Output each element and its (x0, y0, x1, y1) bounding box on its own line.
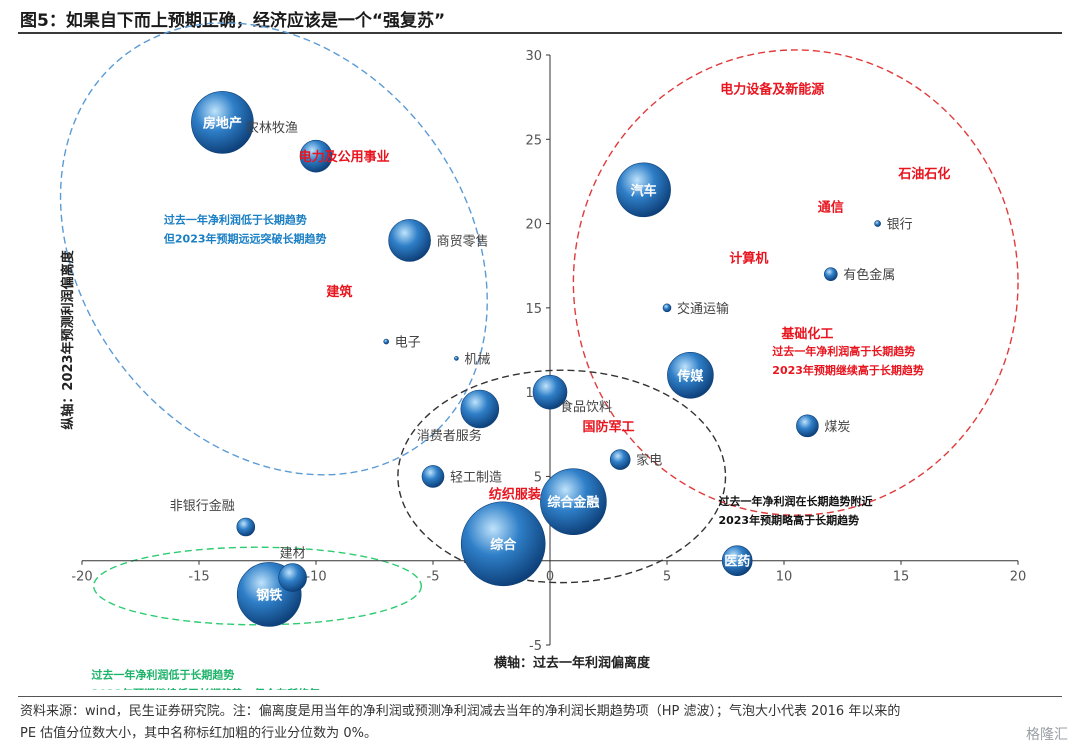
label-传媒: 传媒 (676, 368, 704, 384)
bubble-有色金属 (823, 267, 838, 281)
bubble-交通运输 (662, 303, 672, 313)
label-钢铁: 钢铁 (256, 587, 282, 603)
label-食品饮料: 食品饮料 (560, 399, 612, 415)
source-note-line-2: PE 估值分位数大小，其中名称标红加粗的行业分位数为 0%。 (20, 726, 377, 741)
y-tick-label: 25 (525, 133, 542, 148)
bubble-轻工制造 (421, 465, 445, 488)
label-商贸零售: 商贸零售 (437, 233, 489, 249)
label-计算机: 计算机 (729, 250, 768, 266)
label-非银行金融: 非银行金融 (170, 498, 235, 514)
x-tick-label: -15 (188, 570, 209, 585)
region-ellipses (59, 22, 1019, 626)
x-tick-label: 20 (1010, 570, 1027, 585)
label-建筑: 建筑 (326, 284, 352, 300)
bubble-银行 (874, 220, 881, 227)
bubble-农林牧渔 (299, 139, 333, 173)
bubble-综合金融 (540, 468, 607, 536)
region-ellipse-center (397, 369, 727, 584)
label-有色金属: 有色金属 (843, 267, 895, 283)
label-机械: 机械 (464, 352, 490, 367)
source-note-line-1: 资料来源：wind，民生证券研究院。注：偏离度是用当年的净利润或预测净利润减去当… (20, 704, 901, 719)
x-tick-label: -10 (305, 570, 326, 585)
point-labels: 房地产 农林牧渔电力及公用事业商贸零售建筑电子机械食品饮料消费者服务轻工制造纺织服… (170, 82, 951, 604)
label-家电: 家电 (636, 453, 662, 469)
y-axis-title: 纵轴：2023年预测利润偏离度 (60, 249, 76, 429)
label-国防军工: 国防军工 (582, 419, 634, 435)
bubbles (191, 91, 881, 627)
label-交通运输: 交通运输 (677, 301, 729, 317)
bubble-综合 (460, 501, 546, 587)
annotation-1-line-2: 但2023年预期远远突破长期趋势 (163, 232, 327, 246)
bubble-消费者服务 (460, 389, 500, 429)
source-note: 资料来源：wind，民生证券研究院。注：偏离度是用当年的净利润或预测净利润减去当… (20, 701, 1060, 745)
x-axis-title: 横轴：过去一年利润偏离度 (494, 655, 651, 671)
bubble-医药 (721, 545, 753, 577)
bubble-家电 (609, 449, 631, 470)
bubble-机械 (454, 356, 459, 361)
label-轻工制造: 轻工制造 (450, 470, 502, 485)
bubble-商贸零售 (388, 219, 431, 262)
label-综合金融: 综合金融 (547, 495, 599, 511)
label-银行: 银行 (887, 218, 913, 233)
region-ellipse-upper-left (59, 22, 488, 476)
label-电力及公用事业: 电力及公用事业 (299, 149, 390, 165)
label-基础化工: 基础化工 (780, 326, 833, 342)
y-tick-label: 15 (525, 302, 542, 317)
x-tick-label: -5 (427, 570, 440, 585)
y-tick-label: -5 (529, 639, 542, 654)
x-tick-label: -20 (71, 570, 92, 585)
x-tick-label: 0 (546, 570, 554, 585)
x-tick-label: 5 (663, 570, 671, 585)
footer-divider (18, 696, 1062, 697)
bubble-汽车 (616, 162, 671, 218)
label-农林牧渔: 农林牧渔 (246, 121, 298, 136)
label-消费者服务: 消费者服务 (417, 428, 482, 444)
label-电子: 电子 (395, 336, 421, 351)
bubble-建材 (278, 563, 307, 592)
y-tick-label: 30 (525, 49, 542, 64)
annotation-2-line-1: 过去一年净利润高于长期趋势 (772, 344, 915, 358)
x-tick-label: 15 (893, 570, 910, 585)
label-汽车: 汽车 (631, 183, 657, 199)
annotation-4-line-2: 2023年预期继续低于长期趋势，但会有所修复 (91, 687, 321, 690)
annotation-4-line-1: 过去一年净利润低于长期趋势 (91, 668, 234, 682)
bubble-房地产 (191, 91, 254, 154)
bubble-食品饮料 (532, 374, 568, 410)
label-纺织服装: 纺织服装 (489, 486, 541, 502)
region-ellipse-upper-right (572, 49, 1019, 516)
label-煤炭: 煤炭 (824, 420, 850, 435)
annotation-3-line-2: 2023年预期略高于长期趋势 (718, 513, 859, 527)
y-tick-label: 20 (525, 218, 542, 233)
bubble-煤炭 (796, 414, 819, 438)
bubble-传媒 (667, 351, 714, 399)
annotation-2-line-2: 2023年预期继续高于长期趋势 (772, 363, 924, 377)
annotation-1-line-1: 过去一年净利润低于长期趋势 (164, 213, 307, 227)
watermark-logo: 格隆汇 (1026, 727, 1068, 743)
y-tick-label: 5 (534, 470, 542, 485)
figure-title: 图5：如果自下而上预期正确，经济应该是一个“强复苏” (20, 11, 446, 31)
annotation-3-line-1: 过去一年净利润在长期趋势附近 (718, 494, 872, 508)
bubble-电子 (383, 338, 390, 345)
label-综合: 综合 (490, 537, 517, 553)
label-医药: 医药 (724, 554, 750, 570)
region-ellipse-lower-left (92, 546, 423, 626)
title-divider (18, 32, 1062, 34)
region-annotations: 过去一年净利润低于长期趋势但2023年预期远远突破长期趋势过去一年净利润高于长期… (91, 213, 924, 690)
bubble-非银行金融 (236, 517, 256, 537)
label-石油石化: 石油石化 (897, 166, 950, 182)
label-通信: 通信 (818, 200, 844, 216)
label-建材: 建材 (280, 547, 306, 562)
label-房地产: 房地产 (203, 115, 242, 131)
label-电力设备及新能源: 电力设备及新能源 (720, 82, 824, 98)
x-tick-label: 10 (776, 570, 793, 585)
